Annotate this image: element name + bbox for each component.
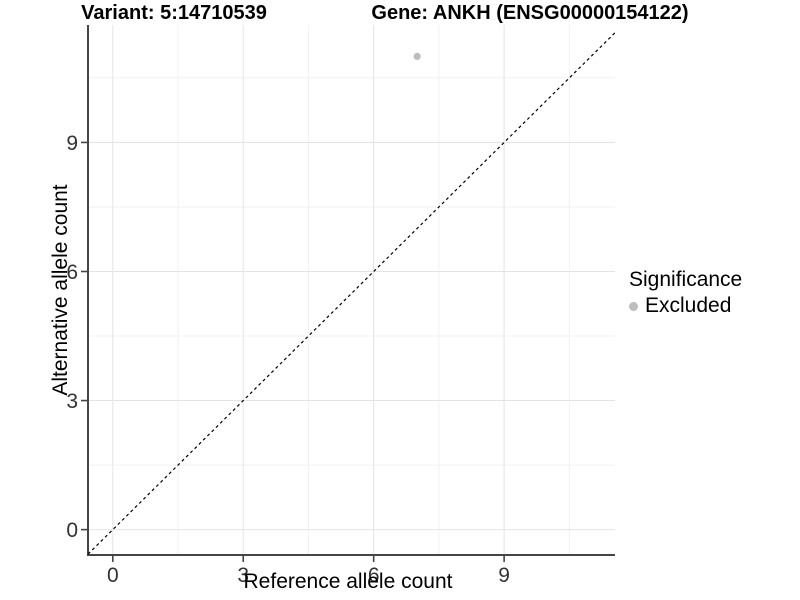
legend-title: Significance: [629, 268, 743, 291]
data-point: [413, 52, 421, 61]
x-tick-label: 0: [107, 564, 119, 587]
legend: Significance Excluded: [629, 268, 742, 318]
x-tick-label: 6: [368, 564, 380, 587]
plot-title-gene: Gene: ANKH (ENSG00000154122): [371, 2, 689, 24]
x-tick-label: 9: [498, 564, 510, 587]
x-tick-label: 3: [237, 564, 249, 587]
legend-item-label: Excluded: [645, 294, 732, 317]
legend-item-excluded: Excluded: [629, 294, 742, 318]
y-tick-label: 0: [66, 519, 78, 542]
identity-dashed-line: [87, 32, 616, 555]
x-axis-title: Reference allele count: [243, 570, 453, 593]
y-tick-label: 9: [66, 132, 78, 155]
legend-point-swatch: [629, 301, 638, 311]
y-tick-label: 3: [66, 390, 78, 413]
y-tick-label: 6: [66, 261, 78, 284]
y-axis-title: Alternative allele count: [49, 184, 72, 396]
plot-title-variant: Variant: 5:14710539: [81, 2, 267, 24]
